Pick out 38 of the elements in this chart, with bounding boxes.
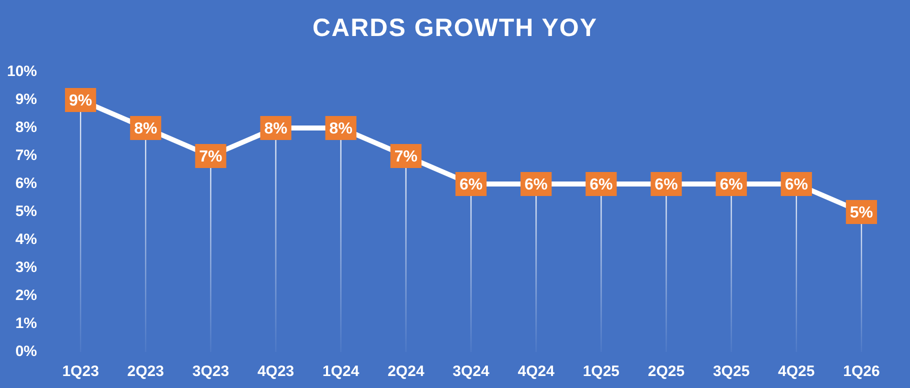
y-tick-label: 5% [15, 203, 38, 220]
x-tick-label: 2Q25 [648, 363, 685, 380]
x-tick-label: 1Q23 [62, 363, 99, 380]
data-label: 7% [199, 148, 222, 166]
data-label: 6% [590, 176, 613, 194]
data-label: 8% [264, 120, 288, 138]
data-label: 6% [459, 176, 483, 194]
data-label: 7% [394, 148, 418, 166]
x-tick-label: 2Q23 [127, 363, 164, 380]
y-tick-label: 9% [15, 91, 38, 108]
y-tick-label: 8% [15, 119, 38, 136]
chart-title: CARDS GROWTH YOY [312, 14, 598, 43]
data-label: 6% [784, 176, 808, 194]
y-tick-label: 7% [15, 147, 38, 164]
x-tick-label: 4Q23 [257, 363, 294, 380]
y-tick-label: 4% [15, 231, 38, 248]
data-label: 5% [850, 204, 874, 222]
x-tick-label: 1Q26 [843, 363, 880, 380]
x-tick-label: 2Q24 [388, 363, 425, 380]
x-tick-label: 4Q24 [518, 363, 556, 380]
data-label: 8% [329, 120, 352, 138]
y-tick-label: 3% [15, 259, 38, 276]
y-tick-label: 1% [15, 315, 38, 332]
data-label: 9% [68, 92, 92, 110]
data-label: 6% [654, 176, 678, 194]
data-label: 6% [720, 176, 743, 194]
x-tick-label: 3Q23 [192, 363, 230, 380]
x-tick-label: 1Q25 [582, 363, 620, 380]
data-label: 8% [134, 120, 158, 138]
x-tick-label: 1Q24 [322, 363, 360, 380]
x-tick-label: 3Q24 [452, 363, 490, 380]
y-tick-label: 6% [15, 175, 38, 192]
y-tick-label: 2% [15, 287, 38, 304]
y-tick-label: 10% [6, 63, 38, 80]
y-tick-label: 0% [15, 343, 38, 360]
x-tick-label: 4Q25 [778, 363, 815, 380]
data-label: 6% [524, 176, 548, 194]
x-tick-label: 3Q25 [712, 363, 750, 380]
